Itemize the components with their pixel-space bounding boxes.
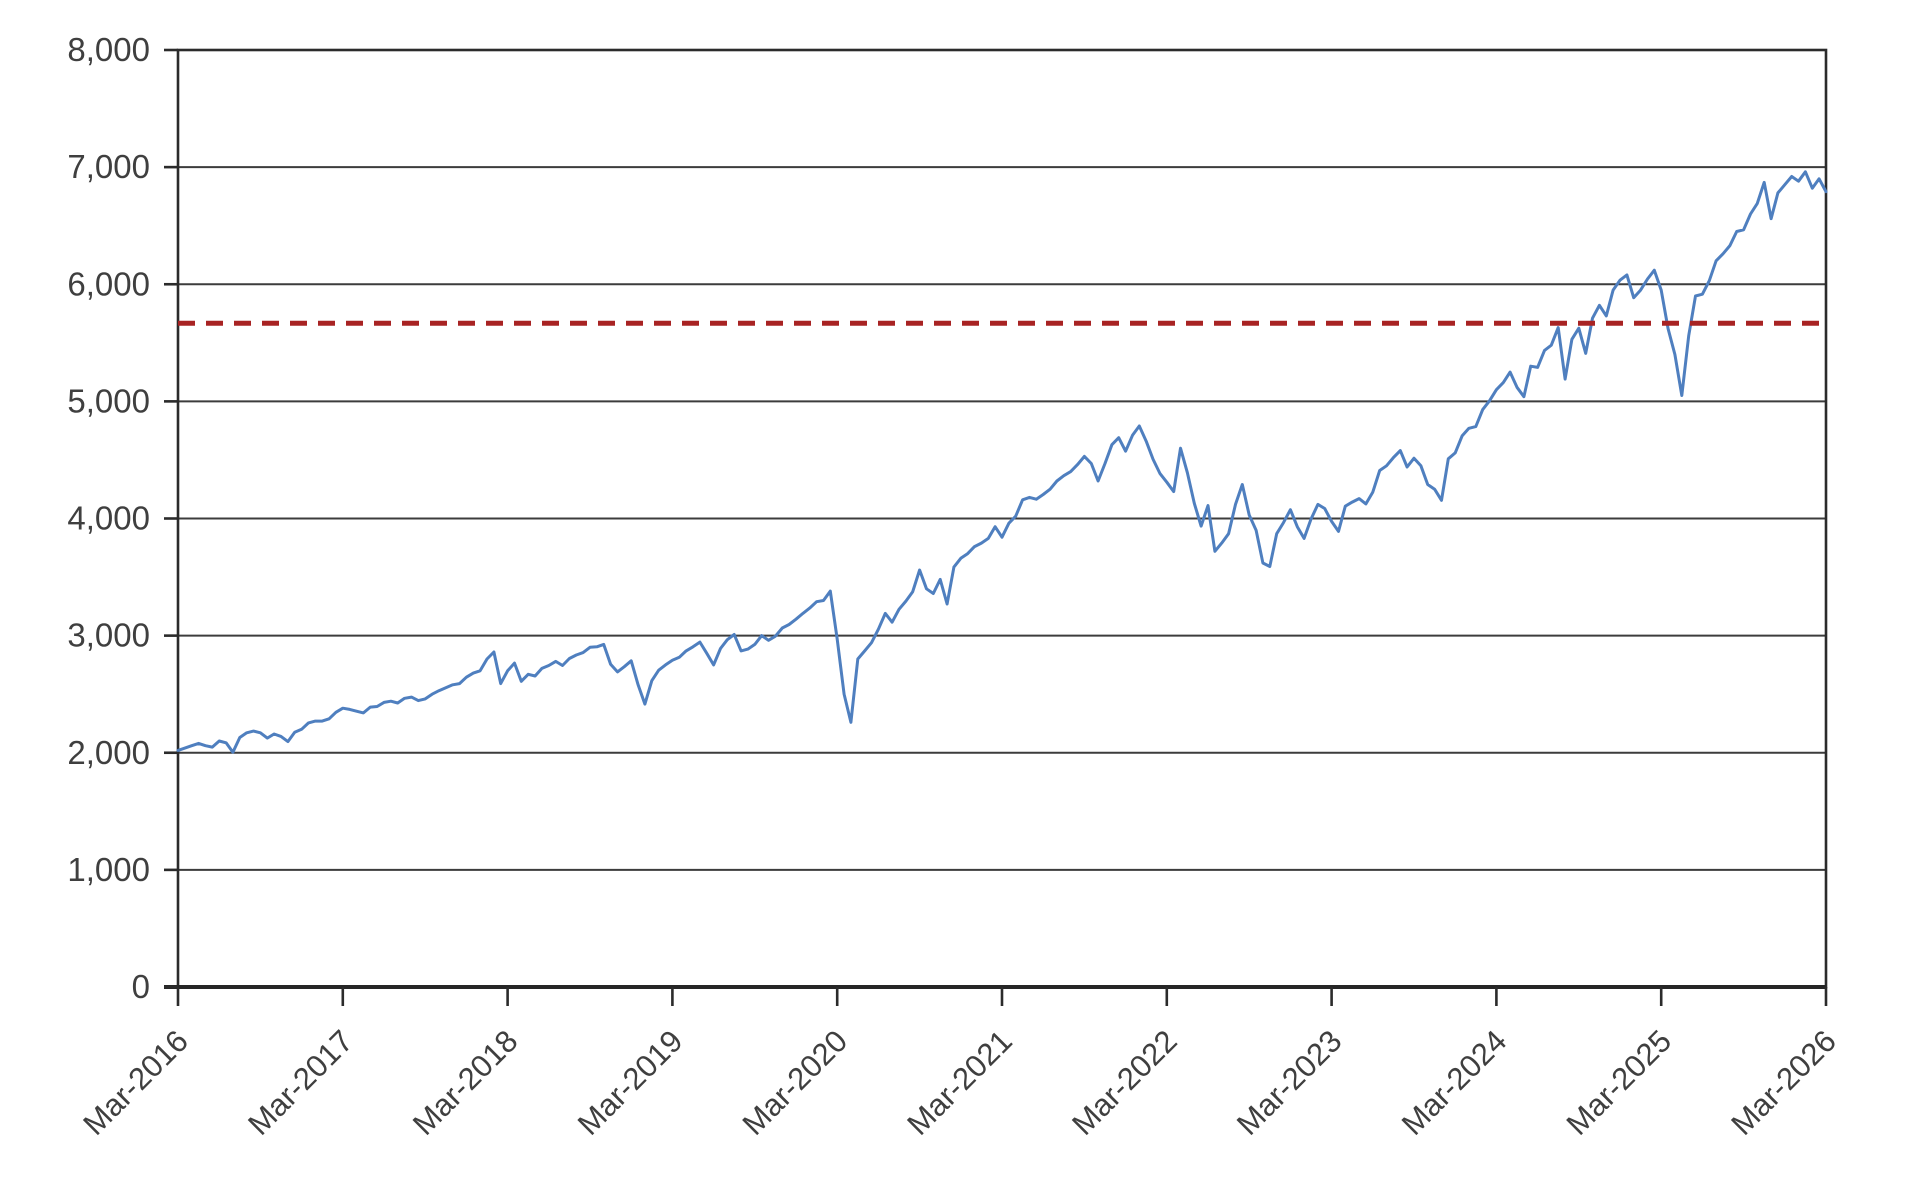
x-tick-label: Mar-2025: [1560, 1023, 1679, 1142]
y-tick-label: 4,000: [67, 500, 150, 537]
price-line: [176, 170, 1828, 754]
x-tick-label: Mar-2021: [900, 1023, 1019, 1142]
x-tick-label: Mar-2016: [76, 1023, 195, 1142]
y-tick-label: 0: [132, 968, 150, 1005]
x-tick-label: Mar-2017: [241, 1023, 360, 1142]
x-tick-label: Mar-2019: [571, 1023, 690, 1142]
y-tick-label: 1,000: [67, 851, 150, 888]
x-tick-label: Mar-2026: [1724, 1023, 1843, 1142]
x-tick-label: Mar-2020: [736, 1023, 855, 1142]
y-tick-label: 7,000: [67, 148, 150, 185]
x-tick-label: Mar-2022: [1065, 1023, 1184, 1142]
y-tick-label: 8,000: [67, 31, 150, 68]
x-tick-label: Mar-2024: [1395, 1023, 1514, 1142]
x-tick-label: Mar-2023: [1230, 1023, 1349, 1142]
x-tick-label: Mar-2018: [406, 1023, 525, 1142]
y-tick-label: 5,000: [67, 382, 150, 419]
y-tick-label: 6,000: [67, 265, 150, 302]
y-tick-label: 2,000: [67, 734, 150, 771]
y-tick-label: 3,000: [67, 617, 150, 654]
